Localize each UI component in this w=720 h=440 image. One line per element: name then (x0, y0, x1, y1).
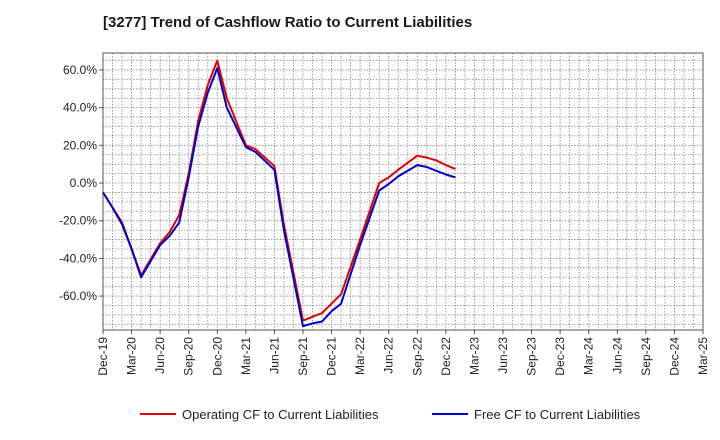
x-tick-label: Dec-21 (325, 337, 339, 376)
x-tick-label: Jun-24 (610, 337, 624, 374)
y-tick-label: 20.0% (63, 138, 97, 152)
x-tick-label: Sep-20 (182, 337, 196, 376)
y-tick-label: 0.0% (70, 176, 98, 190)
series-line-1 (102, 59, 456, 322)
x-tick-label: Jun-21 (267, 337, 281, 374)
x-tick-label: Mar-24 (582, 337, 596, 375)
x-tick-label: Sep-23 (525, 337, 539, 376)
x-tick-label: Sep-24 (639, 337, 653, 376)
legend-label-2: Free CF to Current Liabilities (474, 407, 641, 422)
x-tick-label: Jun-22 (382, 337, 396, 374)
series-line-2 (102, 67, 456, 328)
plot-area (103, 53, 703, 330)
x-tick-label: Mar-20 (125, 337, 139, 375)
x-tick-label: Mar-23 (467, 337, 481, 375)
y-tick-label: 40.0% (63, 101, 97, 115)
y-tick-label: -40.0% (59, 251, 97, 265)
legend-label-1: Operating CF to Current Liabilities (182, 407, 379, 422)
x-tick-label: Jun-20 (153, 337, 167, 374)
x-tick-label: Jun-23 (496, 337, 510, 374)
x-tick-label: Dec-20 (210, 337, 224, 376)
x-tick-label: Mar-22 (353, 337, 367, 375)
plot-border (102, 52, 704, 331)
x-tick-label: Sep-21 (296, 337, 310, 376)
x-tick-label: Dec-22 (439, 337, 453, 376)
x-tick-label: Dec-23 (553, 337, 567, 376)
x-tick-label: Sep-22 (410, 337, 424, 376)
x-tick-label: Dec-19 (96, 337, 110, 376)
x-tick-label: Mar-21 (239, 337, 253, 375)
y-tick-label: -20.0% (59, 214, 97, 228)
x-tick-label: Dec-24 (667, 337, 681, 376)
chart-title: [3277] Trend of Cashflow Ratio to Curren… (103, 14, 473, 31)
y-tick-label: -60.0% (59, 289, 97, 303)
x-tick-label: Mar-25 (696, 337, 710, 375)
y-tick-label: 60.0% (63, 63, 97, 77)
